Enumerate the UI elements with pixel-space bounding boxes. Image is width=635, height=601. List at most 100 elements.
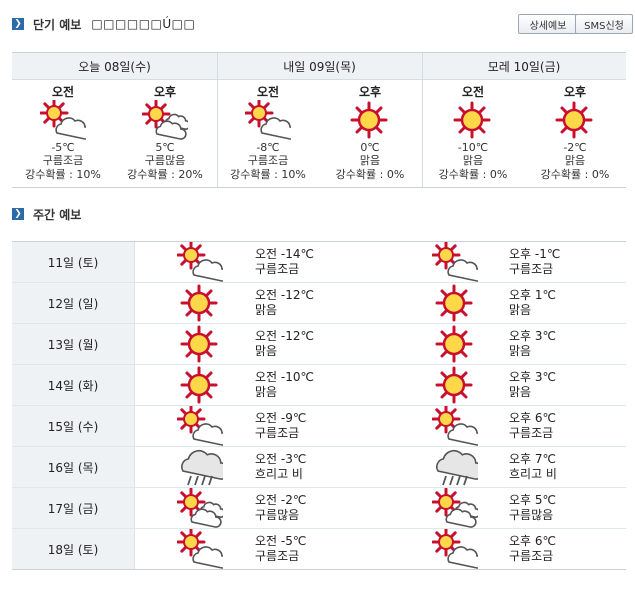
pm-temp: 오후 5℃	[509, 493, 557, 507]
temperature: -5℃	[51, 141, 75, 154]
day-header: 모레 10일(금)	[422, 53, 626, 80]
pm-weather-icon	[427, 404, 484, 446]
am-condition: 흐리고 비	[255, 467, 303, 481]
rain-probability: 강수확률 : 0%	[438, 168, 508, 181]
am-temp: 오전 -10℃	[255, 370, 314, 384]
pm-forecast: 오후 6℃ 구름조금	[509, 534, 556, 564]
sms-subscribe-button[interactable]: SMS신청	[575, 14, 633, 34]
forecast-cell-am: 오전 -10℃ 맑음 강수확률 : 0%	[422, 80, 524, 187]
sun-cloud-icon	[431, 527, 484, 569]
temperature: -2℃	[563, 141, 587, 154]
pm-temp: 오후 7℃	[509, 452, 557, 466]
weekly-forecast-table: 11일 (토) 오전 -14℃ 구름조금 오후 -1℃ 구름조금 12일 (일) 오전 -1…	[12, 240, 626, 570]
sun-icon	[177, 365, 223, 405]
sun-icon	[177, 324, 223, 364]
weather-icon	[217, 98, 319, 141]
table-row: 18일 (토) 오전 -5℃ 구름조금 오후 6℃ 구름조금	[12, 527, 626, 569]
pm-weather-icon	[427, 240, 484, 282]
am-forecast: 오전 -12℃ 맑음	[255, 288, 314, 318]
table-row: 17일 (금) 오전 -2℃ 구름많음 오후 5℃ 구름많음	[12, 487, 626, 529]
am-forecast: 오전 -9℃ 구름조금	[255, 411, 306, 441]
am-temp: 오전 -2℃	[255, 493, 307, 507]
am-weather-icon	[172, 487, 228, 528]
sun-clouds-icon	[431, 487, 481, 528]
rain-probability: 강수확률 : 10%	[25, 168, 101, 181]
date-cell: 18일 (토)	[12, 529, 135, 569]
weather-icon	[319, 99, 421, 141]
sun-icon	[347, 100, 393, 140]
forecast-cell-am: 오전 -5℃ 구름조금 강수확률 : 10%	[12, 80, 114, 187]
pm-label: 오후	[153, 85, 177, 99]
am-temp: 오전 -12℃	[255, 288, 314, 302]
condition: 맑음	[564, 154, 586, 167]
sun-cloud-icon	[176, 527, 229, 569]
pm-temp: 오후 3℃	[509, 370, 557, 384]
date-cell: 14일 (화)	[12, 365, 135, 405]
sun-icon	[177, 283, 223, 323]
condition: 구름조금	[247, 154, 289, 167]
am-label: 오전	[256, 85, 280, 99]
am-condition: 구름조금	[255, 426, 300, 440]
am-condition: 맑음	[255, 303, 278, 317]
pm-label: 오후	[563, 85, 587, 99]
section-arrow-icon: ❯	[12, 18, 24, 30]
pm-forecast: 오후 -1℃ 구름조금	[509, 247, 560, 277]
table-row: 16일 (목) 오전 -3℃ 흐리고 비 오후 7℃ 흐리고 비	[12, 447, 626, 488]
weather-icon	[422, 99, 524, 141]
pm-forecast: 오후 3℃ 맑음	[509, 370, 556, 400]
pm-temp: 오후 3℃	[509, 329, 557, 343]
detail-forecast-button[interactable]: 상세예보	[518, 14, 578, 34]
sun-cloud-icon	[176, 240, 229, 282]
am-temp: 오전 -9℃	[255, 411, 307, 425]
date-cell: 12일 (일)	[12, 283, 135, 323]
am-weather-icon	[172, 447, 230, 487]
sun-cloud-icon	[176, 404, 229, 446]
am-condition: 구름조금	[255, 549, 300, 563]
am-weather-icon	[172, 283, 228, 323]
sun-icon	[432, 365, 478, 405]
table-row: 13일 (월) 오전 -12℃ 맑음 오후 3℃ 맑음	[12, 324, 626, 365]
rain-probability: 강수확률 : 0%	[540, 168, 610, 181]
pm-condition: 구름조금	[509, 426, 554, 440]
pm-condition: 구름조금	[509, 549, 554, 563]
pm-weather-icon	[427, 365, 483, 405]
am-condition: 구름조금	[255, 262, 300, 276]
pm-weather-icon	[427, 324, 483, 364]
table-row: 12일 (일) 오전 -12℃ 맑음 오후 1℃ 맑음	[12, 283, 626, 324]
pm-forecast: 오후 7℃ 흐리고 비	[509, 452, 557, 482]
short-forecast-table: 오늘 08일(수) 내일 09일(목) 모레 10일(금) 오전 -5℃ 구름조…	[12, 52, 626, 188]
date-cell: 13일 (월)	[12, 324, 135, 364]
sun-icon	[450, 100, 496, 140]
column-divider	[217, 53, 218, 187]
pm-condition: 맑음	[509, 303, 532, 317]
am-label: 오전	[51, 85, 75, 99]
sun-icon	[432, 283, 478, 323]
sun-cloud-icon	[431, 404, 484, 446]
table-row: 14일 (화) 오전 -10℃ 맑음 오후 3℃ 맑음	[12, 365, 626, 406]
sun-icon	[552, 100, 598, 140]
sun-cloud-icon	[431, 240, 484, 282]
pm-temp: 오후 6℃	[509, 534, 557, 548]
column-divider	[422, 53, 423, 187]
am-condition: 맑음	[255, 344, 278, 358]
weekly-forecast-title: 주간 예보	[33, 207, 82, 222]
pm-condition: 흐리고 비	[509, 467, 557, 481]
am-temp: 오전 -5℃	[255, 534, 307, 548]
pm-temp: 오후 1℃	[509, 288, 557, 302]
rain-cloud-icon	[432, 447, 485, 487]
date-cell: 16일 (목)	[12, 447, 135, 487]
sun-icon	[432, 324, 478, 364]
weather-icon	[12, 98, 114, 141]
short-forecast-header: ❯ 단기 예보 □□□□□□Ú□□	[12, 13, 195, 35]
short-forecast-subtitle: □□□□□□Ú□□	[91, 17, 196, 31]
weather-icon	[524, 99, 626, 141]
date-cell: 11일 (토)	[12, 242, 135, 282]
am-temp: 오전 -14℃	[255, 247, 314, 261]
condition: 맑음	[359, 154, 381, 167]
day-header: 오늘 08일(수)	[12, 53, 217, 80]
pm-label: 오후	[358, 85, 382, 99]
am-temp: 오전 -12℃	[255, 329, 314, 343]
date-cell: 15일 (수)	[12, 406, 135, 446]
am-forecast: 오전 -10℃ 맑음	[255, 370, 314, 400]
rain-probability: 강수확률 : 10%	[230, 168, 306, 181]
